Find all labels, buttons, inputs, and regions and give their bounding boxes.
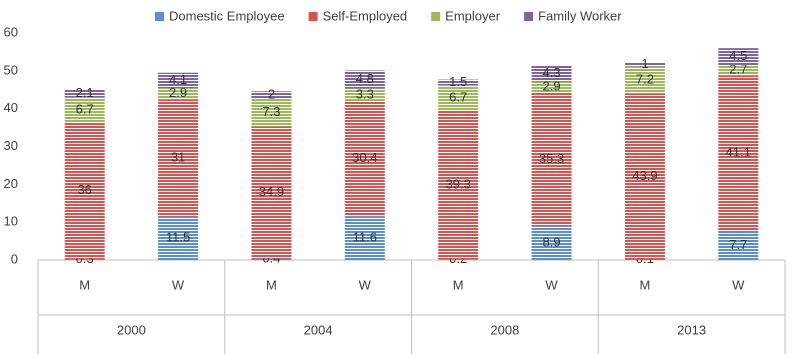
bar-segment xyxy=(344,88,385,102)
data-label: 11.5 xyxy=(166,230,190,245)
data-label: 4.3 xyxy=(543,65,561,80)
data-label: 2.9 xyxy=(543,79,561,94)
data-label: 4.5 xyxy=(729,48,747,63)
group-label: 2008 xyxy=(490,322,519,337)
y-tick-label: 20 xyxy=(4,176,18,191)
bar-segment xyxy=(718,230,759,260)
bar-segment xyxy=(438,85,479,111)
data-label: 34.9 xyxy=(259,184,284,199)
group-label: 2013 xyxy=(677,322,706,337)
data-label: 1.5 xyxy=(449,74,467,89)
y-tick-label: 50 xyxy=(4,62,18,77)
legend-label: Self-Employed xyxy=(323,8,408,23)
bar-segment xyxy=(251,98,292,127)
x-tick-label: W xyxy=(172,277,185,292)
data-label: 8.9 xyxy=(543,235,561,250)
data-label: 11.6 xyxy=(353,229,377,244)
group-label: 2000 xyxy=(117,322,146,337)
bar-segment xyxy=(251,258,292,260)
data-label: 2.7 xyxy=(729,62,747,77)
x-tick-label: W xyxy=(545,277,558,292)
data-label: 6.7 xyxy=(449,89,467,104)
bar-segment xyxy=(624,66,665,94)
bar-segment xyxy=(718,75,759,231)
legend-swatch xyxy=(431,12,441,21)
legend-label: Domestic Employee xyxy=(169,8,285,23)
bar-segment xyxy=(64,97,105,123)
y-tick-label: 0 xyxy=(11,251,18,266)
bar-segment xyxy=(531,92,572,227)
bar-segment xyxy=(531,65,572,82)
x-tick-label: M xyxy=(453,277,464,292)
data-label: 31 xyxy=(171,149,185,164)
data-label: 2.1 xyxy=(76,85,94,100)
bar-segment xyxy=(438,110,479,260)
y-tick-label: 10 xyxy=(4,214,18,229)
bar-segment xyxy=(64,258,105,260)
bar-segment xyxy=(531,226,572,260)
data-label: 41.1 xyxy=(726,145,751,160)
y-tick-label: 60 xyxy=(4,24,18,39)
group-label: 2004 xyxy=(304,322,333,337)
legend-swatch xyxy=(155,12,164,21)
data-label: 7.2 xyxy=(636,71,654,86)
data-label: 2 xyxy=(268,86,275,101)
data-label: 4.1 xyxy=(169,72,187,87)
bar-segment xyxy=(624,93,665,260)
data-label: 6.7 xyxy=(76,101,94,116)
bar-segment xyxy=(158,216,199,260)
data-label: 43.9 xyxy=(632,168,657,183)
data-label: 35.3 xyxy=(539,151,564,166)
y-tick-label: 40 xyxy=(4,100,18,115)
data-label: 7.3 xyxy=(262,104,280,119)
y-tick-label: 30 xyxy=(4,138,18,153)
bar-segment xyxy=(344,70,385,89)
bar-segment xyxy=(344,216,385,260)
data-label: 1 xyxy=(641,56,648,71)
data-label: 39.3 xyxy=(446,176,471,191)
bar-segment xyxy=(251,91,292,99)
x-tick-label: M xyxy=(266,277,277,292)
bar-segment xyxy=(438,79,479,86)
bar-segment xyxy=(624,62,665,67)
bar-segment xyxy=(718,48,759,66)
x-tick-label: W xyxy=(359,277,372,292)
legend-swatch xyxy=(308,12,318,21)
bar-segment xyxy=(158,99,199,217)
data-label: 2.9 xyxy=(169,85,187,100)
bar-segment xyxy=(251,126,292,259)
legend-swatch xyxy=(524,12,534,21)
data-label: 36 xyxy=(77,182,91,197)
legend-label: Employer xyxy=(445,8,501,23)
data-label: 7.7 xyxy=(729,237,747,252)
bar-segment xyxy=(344,101,385,217)
bar-segment xyxy=(158,88,199,100)
bar-segment xyxy=(158,72,199,89)
bar-segment xyxy=(718,65,759,76)
bar-segment xyxy=(64,122,105,259)
data-label: 3.3 xyxy=(356,86,374,101)
x-tick-label: M xyxy=(640,277,651,292)
data-label: 30.4 xyxy=(352,150,377,165)
bar-segment xyxy=(531,81,572,93)
x-tick-label: M xyxy=(79,277,90,292)
bar-segment xyxy=(64,89,105,98)
data-label: 4.8 xyxy=(356,71,374,86)
x-tick-label: W xyxy=(732,277,745,292)
bar-segment xyxy=(438,259,479,260)
legend-label: Family Worker xyxy=(538,8,622,23)
